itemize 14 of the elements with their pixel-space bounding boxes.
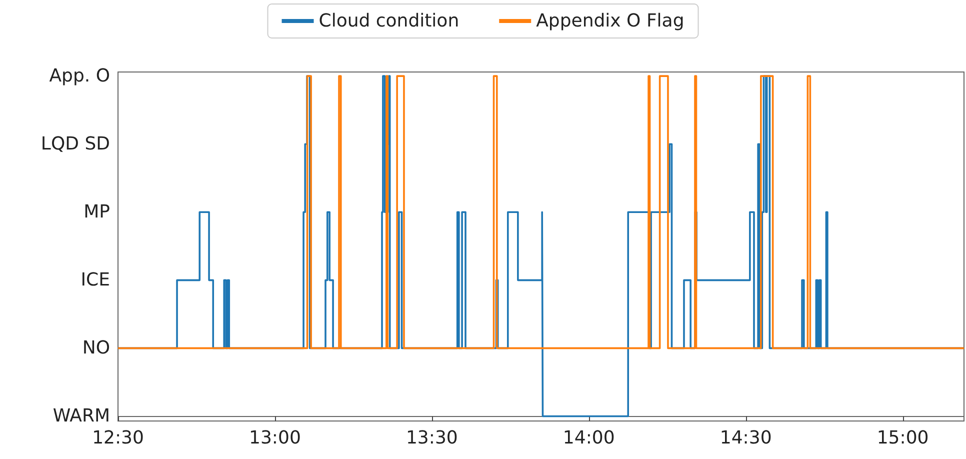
x-tick-label: 12:30 bbox=[92, 428, 144, 448]
text: NO bbox=[82, 338, 110, 359]
x-tick-label: 13:30 bbox=[406, 428, 458, 448]
legend-label: Cloud condition bbox=[318, 10, 460, 32]
text: App. O bbox=[49, 66, 110, 87]
x-tick-label: 13:00 bbox=[249, 428, 301, 448]
x-tick-label: 15:00 bbox=[876, 428, 929, 448]
x-tick-label: 14:00 bbox=[562, 428, 615, 448]
text: MP bbox=[84, 202, 110, 223]
text: WARM bbox=[52, 406, 110, 427]
text: ICE bbox=[80, 270, 110, 291]
legend-label: Appendix O Flag bbox=[536, 10, 684, 32]
x-tick-label: 14:30 bbox=[720, 428, 772, 448]
text: LQD SD bbox=[40, 134, 110, 155]
